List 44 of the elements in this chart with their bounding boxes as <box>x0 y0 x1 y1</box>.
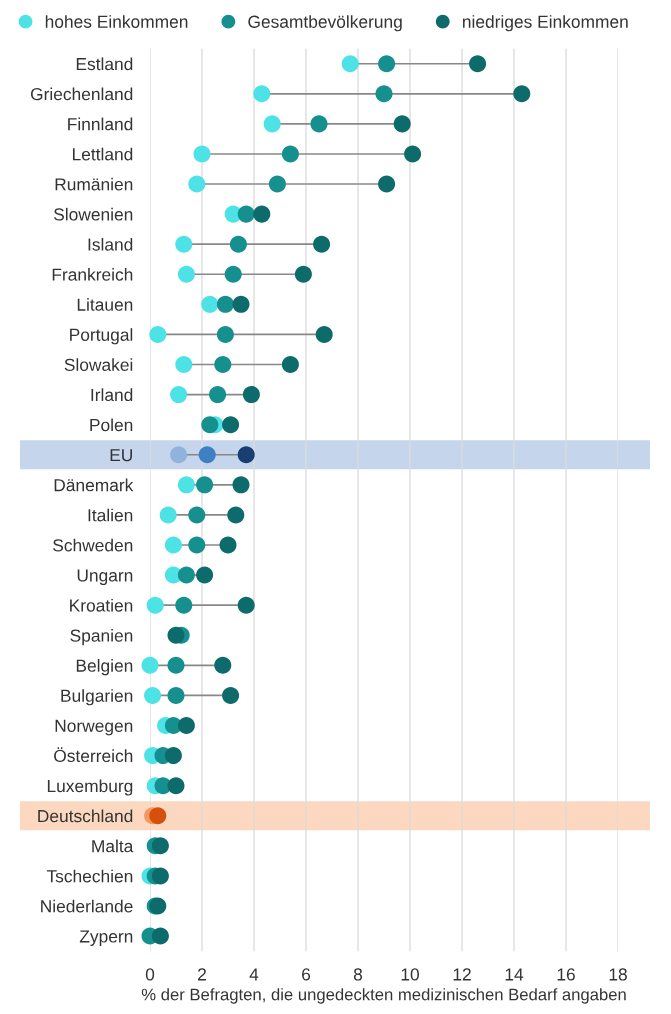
y-tick-label: Schweden <box>53 538 133 552</box>
x-tick-label: 18 <box>609 968 627 981</box>
y-tick-label: Österreich <box>54 747 133 763</box>
x-tick-label: 16 <box>557 968 575 981</box>
x-tick-label: 10 <box>401 968 419 981</box>
y-tick-label: Estland <box>76 57 133 71</box>
y-tick-label: Lettland <box>72 147 133 161</box>
y-tick-label: EU <box>110 449 132 462</box>
x-tick-label: 14 <box>505 968 524 981</box>
x-axis-title: % der Befragten, die ungedeckten medizinischen Bedarf angaben <box>141 988 626 1004</box>
x-tick-label: 4 <box>249 968 259 981</box>
y-tick-label: Niederlande <box>41 899 133 913</box>
x-tick-label: 12 <box>453 968 471 981</box>
y-tick-label: Polen <box>90 418 133 432</box>
y-tick-label: Norwegen <box>55 719 133 736</box>
y-tick-label: Malta <box>92 839 134 853</box>
legend-label: hohes Einkommen <box>45 15 188 28</box>
y-tick-label: Dänemark <box>54 478 134 492</box>
y-tick-label: Luxemburg <box>47 779 133 796</box>
y-tick-label: Portugal <box>70 328 133 345</box>
y-tick-label: Bulgarien <box>61 689 133 706</box>
x-tick-label: 8 <box>353 968 363 981</box>
y-tick-label: Belgien <box>76 659 133 676</box>
y-tick-label: Kroatien <box>70 598 133 612</box>
y-tick-label: Slowenien <box>54 207 133 221</box>
y-tick-label: Ungarn <box>77 569 133 585</box>
y-tick-label: Litauen <box>77 298 133 311</box>
y-tick-label: Slowakei <box>64 358 133 371</box>
legend-label: niedriges Einkommen <box>462 15 628 32</box>
x-tick-label: 0 <box>145 968 155 981</box>
y-tick-label: Rumänien <box>55 177 133 191</box>
y-tick-label: Finnland <box>68 117 133 131</box>
y-tick-label: Spanien <box>70 628 133 646</box>
y-tick-label: Tschechien <box>46 869 133 883</box>
legend-label: Gesamtbevölkerung <box>248 15 402 32</box>
y-tick-label: Zypern <box>79 930 133 946</box>
x-tick-label: 2 <box>198 968 206 981</box>
y-tick-label: Irland <box>91 388 133 402</box>
y-tick-label: Griechenland <box>30 87 133 101</box>
y-tick-label: Island <box>88 237 133 251</box>
x-tick-label: 6 <box>302 968 311 981</box>
y-tick-label: Italien <box>88 508 133 522</box>
y-tick-label: Frankreich <box>52 268 133 281</box>
y-tick-label: Deutschland <box>38 809 133 823</box>
